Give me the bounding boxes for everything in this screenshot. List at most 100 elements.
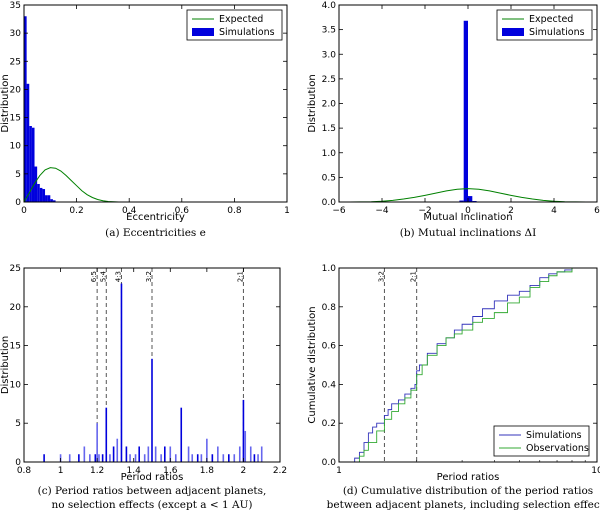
axes-frame: [338, 267, 598, 463]
legend: Simulations Observations: [493, 425, 590, 457]
sim-bar: [143, 454, 146, 462]
expected-curve: [23, 167, 119, 203]
sim-bar: [242, 399, 245, 462]
y-tick-label: 0.8: [322, 303, 337, 313]
panel-caption: (c) Period ratios between adjacent plane…: [38, 485, 267, 497]
sim-bar: [29, 126, 32, 202]
sim-bar: [206, 438, 208, 462]
x-tick-label: −6: [332, 206, 346, 216]
panel-caption: (a) Eccentricities e: [105, 227, 206, 239]
y-tick-label: 5: [15, 170, 21, 180]
sim-bar: [37, 183, 40, 202]
axes-frame: [23, 267, 281, 463]
sim-bar: [217, 446, 219, 462]
panel-caption: (d) Cumulative distribution of the perio…: [343, 485, 593, 497]
y-tick-label: 20: [10, 85, 22, 95]
legend-label: Simulations: [219, 27, 275, 38]
sim-bar: [164, 446, 166, 462]
y-axis-label: Distribution: [0, 74, 11, 132]
sim-bar: [222, 454, 225, 462]
legend: Expected Simulations: [496, 9, 593, 41]
x-axis-label: Period ratios: [437, 472, 500, 483]
sim-bar: [39, 187, 43, 202]
sim-bar: [112, 446, 115, 462]
sim-bar: [187, 446, 190, 462]
x-tick-label: 2: [241, 466, 247, 476]
x-tick-label: 0: [465, 206, 471, 216]
resonance-label: 6:5: [90, 271, 98, 282]
sim-bar: [42, 189, 46, 202]
panel-c: 6:5 5:4 4:3 3:2 2:1 0.8 1 1.2 1.4 1.6 1.8 2 2.2 0 5 10 1…: [0, 264, 287, 511]
sim-bar: [459, 200, 464, 202]
resonance-label: 2:1: [410, 271, 418, 282]
sim-bar: [180, 407, 183, 462]
x-tick-label: 1.6: [163, 466, 178, 476]
expected-curve: [349, 188, 587, 203]
x-axis-label: Mutual Inclination: [423, 212, 512, 223]
sim-bar: [169, 446, 172, 462]
legend-label: Simulations: [526, 430, 582, 441]
x-axis-label: Period ratios: [121, 472, 184, 483]
x-tick-label: 2: [508, 206, 514, 216]
panel-b: −6 −4 −2 0 2 4 6 0.0 0.5 1.0 1.5 2.0 2.5 3.0 3.5 4.0 Mut…: [307, 1, 600, 239]
sim-bar: [120, 283, 123, 462]
y-axis-label: Distribution: [0, 336, 11, 394]
y-tick-label: 0.2: [322, 419, 336, 429]
sim-bar: [109, 454, 111, 462]
legend-box: [493, 425, 590, 457]
x-tick-label: 1: [284, 206, 290, 216]
sim-bar: [31, 127, 35, 202]
x-tick-label: 0.6: [175, 206, 190, 216]
x-tick-label: 1: [58, 466, 64, 476]
sim-bar: [134, 454, 137, 462]
x-tick-label: 0.8: [17, 466, 32, 476]
sim-bar: [47, 195, 51, 202]
sim-bar: [249, 446, 252, 462]
y-tick-label: 1.0: [322, 264, 337, 274]
sim-bar: [96, 423, 98, 462]
sim-bar: [191, 454, 194, 462]
y-tick-label: 10: [10, 142, 22, 152]
sim-bar: [105, 407, 108, 462]
y-tick-label: 0.0: [322, 198, 337, 208]
y-tick-label: 15: [10, 114, 21, 124]
sim-bar: [151, 358, 153, 462]
y-tick-label: 1.0: [322, 149, 337, 159]
y-tick-label: 0.4: [322, 380, 337, 390]
x-tick-label: 0.8: [227, 206, 242, 216]
y-tick-label: 2.0: [322, 100, 337, 110]
resonance-label: 2:1: [236, 271, 244, 282]
y-tick-label: 10: [10, 380, 22, 390]
sim-bar: [253, 454, 256, 462]
x-tick-label: 0.2: [69, 206, 83, 216]
resonance-label: 3:2: [377, 271, 385, 282]
x-tick-label: 2.2: [273, 466, 287, 476]
sim-bar: [78, 454, 80, 462]
y-tick-label: 1.5: [322, 124, 336, 134]
sim-bar: [52, 200, 56, 202]
panel-caption: between adjacent planets, including sele…: [327, 499, 600, 511]
x-tick-label: 0: [21, 206, 27, 216]
legend-label: Observations: [526, 443, 589, 454]
y-tick-label: 15: [10, 342, 21, 352]
x-tick-label: −2: [418, 206, 431, 216]
x-tick-label: 6: [594, 206, 600, 216]
sim-bar: [196, 454, 199, 462]
y-tick-label: 0.5: [322, 173, 336, 183]
y-tick-label: 25: [10, 264, 21, 274]
sim-bar: [238, 446, 241, 462]
sim-bar: [98, 454, 100, 462]
sim-bar: [43, 454, 45, 462]
sim-bar: [45, 195, 48, 202]
y-tick-label: 4.0: [322, 1, 337, 11]
sim-bar: [34, 166, 38, 202]
x-tick-label: −4: [375, 206, 389, 216]
sim-bar: [50, 199, 53, 202]
y-tick-label: 25: [10, 57, 21, 67]
legend: Expected Simulations: [186, 9, 283, 41]
legend-label: Expected: [529, 14, 573, 25]
y-axis-label: Distribution: [307, 74, 318, 132]
panel-caption: (b) Mutual inclinations ΔI: [400, 227, 537, 239]
sim-bar: [125, 446, 128, 462]
